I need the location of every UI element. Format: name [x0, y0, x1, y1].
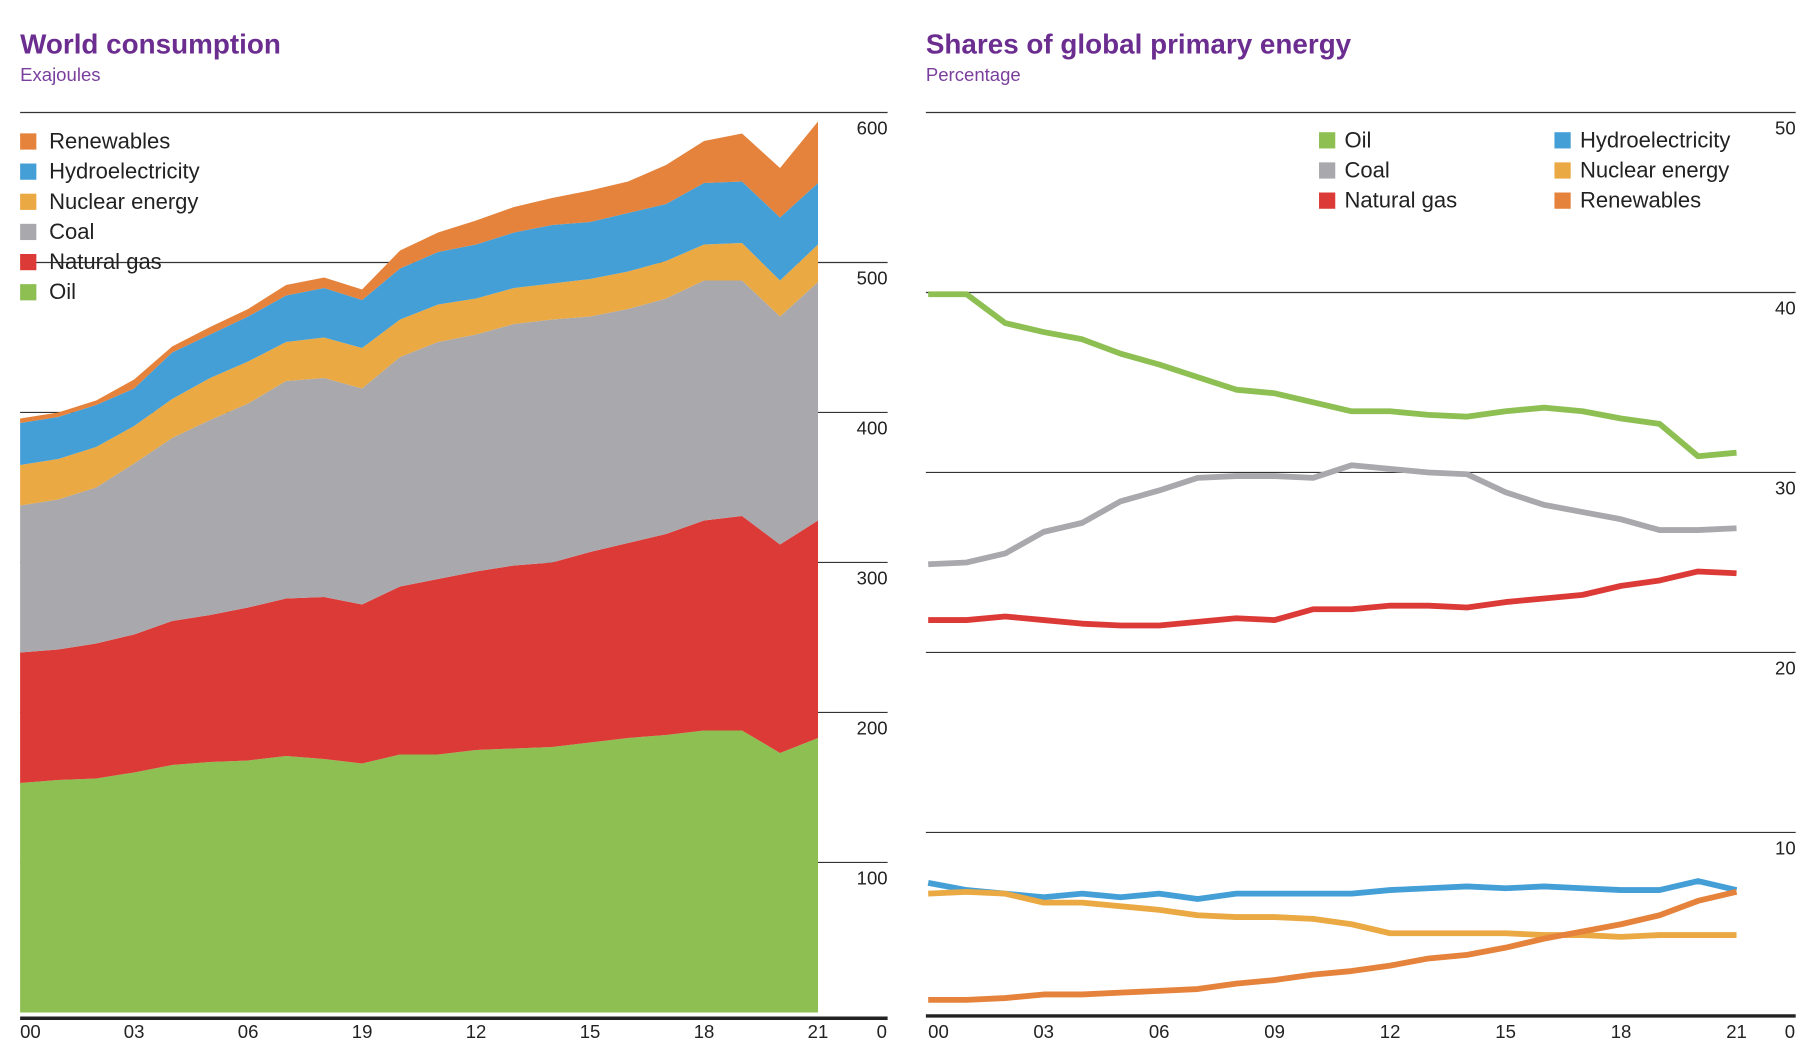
area-hydroelectricity: [20, 181, 819, 465]
legend-swatch-oil: [20, 284, 37, 301]
legend-label-hydroelectricity: Hydroelectricity: [49, 159, 199, 184]
legend-label-renewables: Renewables: [1580, 188, 1701, 213]
shares-chart: Shares of global primary energy Percenta…: [926, 28, 1796, 1042]
legend-label-oil: Oil: [49, 279, 76, 304]
right-chart-subtitle: Percentage: [926, 64, 1021, 85]
legend-label-coal: Coal: [1345, 157, 1390, 182]
legend-swatch-coal: [20, 223, 37, 241]
area-nuclear-energy: [20, 242, 819, 506]
line-hydroelectricity: [927, 878, 1738, 902]
legend-label-nuclear-energy: Nuclear energy: [1580, 157, 1729, 182]
x-tick-label: 06: [238, 1021, 259, 1042]
x-tick-label: 12: [1380, 1021, 1401, 1042]
legend-swatch-renewables: [1554, 192, 1571, 209]
y-tick-label: 50: [1775, 118, 1796, 139]
x-tick-label: 00: [20, 1021, 41, 1042]
left-chart-subtitle: Exajoules: [20, 64, 100, 85]
x-tick-label: 09: [1264, 1021, 1285, 1042]
x-tick-label: 12: [466, 1021, 487, 1042]
x-tick-label: 0: [1785, 1021, 1795, 1042]
x-tick-label: 18: [1611, 1021, 1632, 1042]
line-renewables: [928, 889, 1738, 1003]
x-tick-label: 19: [352, 1021, 373, 1042]
y-tick-label: 600: [857, 118, 888, 139]
legend-swatch-nuclear-energy: [20, 193, 37, 210]
legend-swatch-nuclear-energy: [1554, 162, 1571, 179]
legend-swatch-hydroelectricity: [1554, 132, 1571, 149]
y-tick-label: 500: [857, 268, 888, 289]
x-tick-label: 00: [928, 1021, 949, 1042]
line-natural-gas: [928, 568, 1737, 629]
legend-swatch-oil: [1319, 132, 1336, 149]
x-tick-label: 15: [1495, 1021, 1516, 1042]
legend-label-oil: Oil: [1345, 127, 1372, 152]
y-tick-label: 300: [857, 568, 888, 589]
legend-swatch-natural-gas: [1319, 192, 1336, 209]
world-consumption-chart: World consumption Exajoules 600 500 400 300…: [20, 28, 887, 1042]
legend-swatch-coal: [1319, 162, 1336, 179]
x-tick-label: 0: [877, 1021, 887, 1042]
legend-label-natural-gas: Natural gas: [49, 249, 162, 274]
area-coal: [20, 280, 819, 653]
area-oil: [20, 730, 819, 1013]
x-tick-label: 21: [1726, 1021, 1747, 1042]
legend-swatch-hydroelectricity: [20, 163, 37, 180]
legend-label-hydroelectricity: Hydroelectricity: [1580, 127, 1730, 152]
x-tick-label: 03: [124, 1021, 145, 1042]
legend-swatch-renewables: [20, 133, 37, 150]
y-tick-label: 200: [857, 718, 888, 739]
legend-label-nuclear-energy: Nuclear energy: [49, 189, 198, 214]
line-coal: [928, 462, 1737, 568]
line-oil: [928, 291, 1737, 460]
x-tick-label: 15: [580, 1021, 601, 1042]
legend-label-natural-gas: Natural gas: [1345, 188, 1458, 213]
left-chart-title: World consumption: [20, 28, 281, 59]
y-tick-label: 20: [1775, 658, 1796, 679]
area-natural-gas: [20, 515, 819, 783]
y-tick-label: 10: [1775, 837, 1796, 858]
right-chart-title: Shares of global primary energy: [926, 28, 1352, 59]
legend-label-renewables: Renewables: [49, 128, 170, 153]
x-tick-label: 21: [808, 1021, 829, 1042]
y-tick-label: 100: [857, 867, 888, 888]
x-tick-label: 18: [694, 1021, 715, 1042]
line-nuclear-energy: [928, 888, 1737, 940]
legend-swatch-natural-gas: [20, 253, 37, 271]
y-tick-label: 400: [857, 418, 888, 439]
x-tick-label: 06: [1149, 1021, 1170, 1042]
legend-label-coal: Coal: [49, 219, 94, 244]
y-tick-label: 40: [1775, 298, 1796, 319]
area-renewables: [20, 121, 819, 423]
x-tick-label: 03: [1033, 1021, 1054, 1042]
y-tick-label: 30: [1775, 478, 1796, 499]
